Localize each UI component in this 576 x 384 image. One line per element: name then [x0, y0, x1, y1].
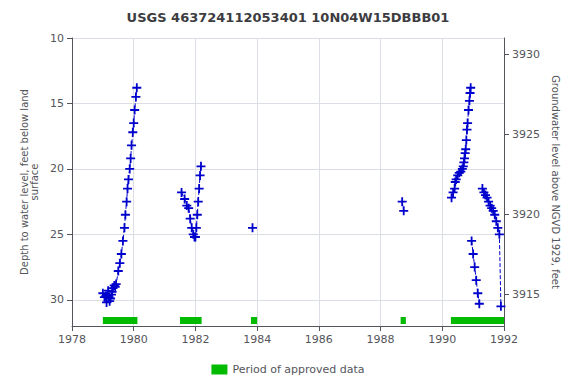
svg-text:1988: 1988 — [367, 333, 395, 346]
svg-text:1978: 1978 — [58, 333, 86, 346]
svg-text:3920: 3920 — [512, 208, 540, 221]
svg-text:1980: 1980 — [120, 333, 148, 346]
svg-text:3930: 3930 — [512, 48, 540, 61]
svg-text:25: 25 — [50, 228, 64, 241]
svg-text:15: 15 — [50, 97, 64, 110]
svg-text:USGS 463724112053401 10N04W15D: USGS 463724112053401 10N04W15DBBB01 — [127, 10, 450, 25]
svg-text:3925: 3925 — [512, 128, 540, 141]
svg-text:10: 10 — [50, 32, 64, 45]
svg-text:1986: 1986 — [305, 333, 333, 346]
svg-text:1990: 1990 — [428, 333, 456, 346]
svg-text:surface: surface — [29, 164, 40, 201]
svg-text:3915: 3915 — [512, 288, 540, 301]
svg-text:1992: 1992 — [490, 333, 518, 346]
svg-text:Period of approved data: Period of approved data — [232, 363, 364, 376]
svg-text:30: 30 — [50, 293, 64, 306]
svg-text:20: 20 — [50, 162, 64, 175]
svg-text:1982: 1982 — [181, 333, 209, 346]
svg-text:Depth to water level, feet bel: Depth to water level, feet below land — [18, 89, 30, 275]
svg-text:1984: 1984 — [243, 333, 271, 346]
svg-text:Groundwater level above NGVD 1: Groundwater level above NGVD 1929, feet — [550, 75, 561, 289]
